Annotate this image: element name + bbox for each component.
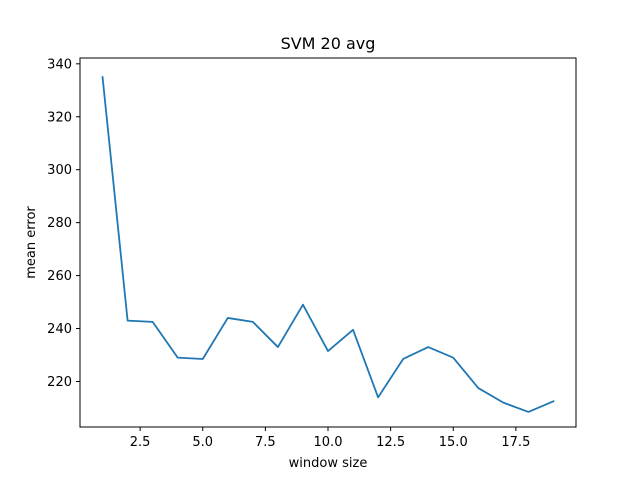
chart-title: SVM 20 avg: [281, 34, 376, 53]
plot-area: [101, 76, 555, 413]
x-tick-label: 5.0: [192, 435, 213, 450]
x-tick-label: 15.0: [439, 435, 468, 450]
y-axis-label: mean error: [24, 206, 39, 279]
y-tick-label: 340: [47, 57, 72, 72]
y-tick-label: 260: [47, 269, 72, 284]
x-tick-label: 12.5: [376, 435, 405, 450]
x-axis: 2.5 5.0 7.5 10.0 12.5 15.0 17.5: [130, 427, 530, 450]
series-line: [101, 76, 555, 413]
x-tick-label: 7.5: [255, 435, 276, 450]
axes-frame: [79, 57, 577, 428]
x-tick-label: 10.0: [314, 435, 343, 450]
y-tick-label: 220: [47, 375, 72, 390]
y-tick-label: 320: [47, 110, 72, 125]
y-tick-label: 280: [47, 216, 72, 231]
x-axis-label: window size: [289, 456, 368, 471]
x-tick-label: 17.5: [501, 435, 530, 450]
y-tick-label: 240: [47, 322, 72, 337]
y-axis: 220 240 260 280 300 320 340: [47, 57, 80, 390]
x-tick-label: 2.5: [130, 435, 151, 450]
y-tick-label: 300: [47, 163, 72, 178]
